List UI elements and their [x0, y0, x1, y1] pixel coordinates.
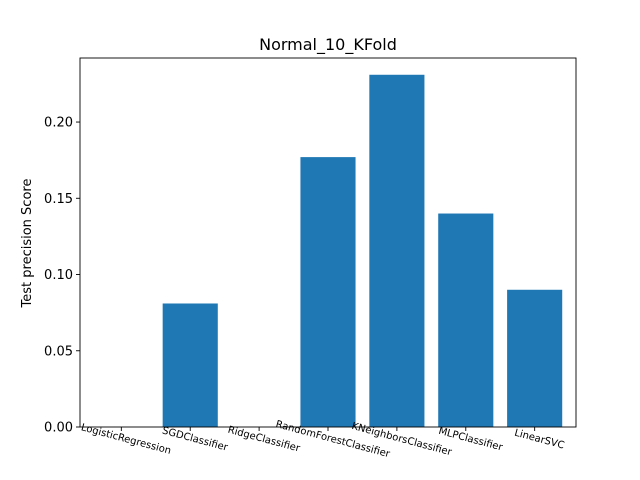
y-tick-label: 0.15 [44, 192, 73, 207]
chart-title: Normal_10_KFold [259, 35, 397, 55]
y-tick-label: 0.05 [44, 344, 73, 359]
y-axis-label: Test precision Score [20, 179, 35, 309]
x-tick-label: LogisticRegression [80, 422, 172, 457]
bar-SGDClassifier [162, 303, 218, 427]
bar-MLPClassifier [438, 213, 494, 427]
bar-LinearSVC [507, 289, 563, 427]
x-tick-label: LinearSVC [513, 428, 565, 452]
y-tick-label: 0.10 [44, 268, 73, 283]
y-tick-label: 0.20 [44, 116, 73, 131]
bar-KNeighborsClassifier [369, 74, 425, 428]
y-tick-label: 0.00 [44, 421, 73, 436]
plot-frame [79, 57, 577, 428]
y-axis-ticks: 0.00 0.05 0.10 0.15 0.20 [44, 116, 80, 436]
bar-RandomForestClassifier [300, 157, 356, 428]
bars-group [162, 74, 563, 428]
